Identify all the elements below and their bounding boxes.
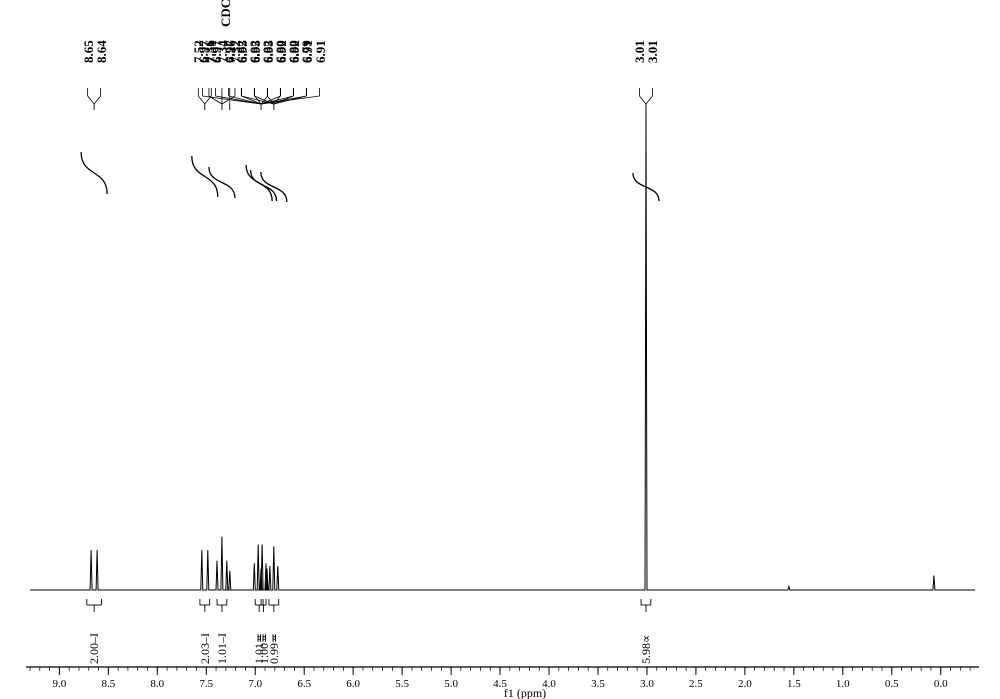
- axis-tick-label: 5.0: [444, 678, 458, 690]
- axis-tick-label: 3.0: [640, 678, 654, 690]
- axis-tick-label: 6.5: [297, 678, 311, 690]
- axis-tick-label: 0.5: [885, 678, 899, 690]
- integration-value: 2.00–I: [87, 614, 102, 664]
- axis-tick-label: 8.5: [101, 678, 115, 690]
- spectrum-svg: [0, 0, 1000, 699]
- peak-ppm-label: 6.79: [299, 15, 315, 63]
- axis-tick-label: 2.0: [738, 678, 752, 690]
- integration-value: 5.98∝: [639, 614, 654, 664]
- axis-tick-label: 5.5: [395, 678, 409, 690]
- axis-tick-label: 3.5: [591, 678, 605, 690]
- axis-tick-label: 1.0: [836, 678, 850, 690]
- nmr-spectrum-figure: 9.08.58.07.57.06.56.05.55.04.54.03.53.02…: [0, 0, 1000, 699]
- integration-value: 0.99≖: [267, 614, 282, 664]
- axis-tick-label: 7.0: [248, 678, 262, 690]
- axis-tick-label: 0.0: [934, 678, 948, 690]
- axis-tick-label: 8.0: [150, 678, 164, 690]
- axis-tick-label: 9.0: [53, 678, 67, 690]
- peak-ppm-label: 8.64: [94, 15, 110, 63]
- axis-tick-label: 6.0: [346, 678, 360, 690]
- axis-title: f1 (ppm): [504, 686, 546, 699]
- integration-value: 2.03–I: [198, 614, 213, 664]
- integration-value: 1.01–I: [215, 614, 230, 664]
- axis-tick-label: 1.5: [787, 678, 801, 690]
- axis-tick-label: 2.5: [689, 678, 703, 690]
- peak-ppm-label: 3.01: [645, 15, 661, 63]
- axis-tick-label: 7.5: [199, 678, 213, 690]
